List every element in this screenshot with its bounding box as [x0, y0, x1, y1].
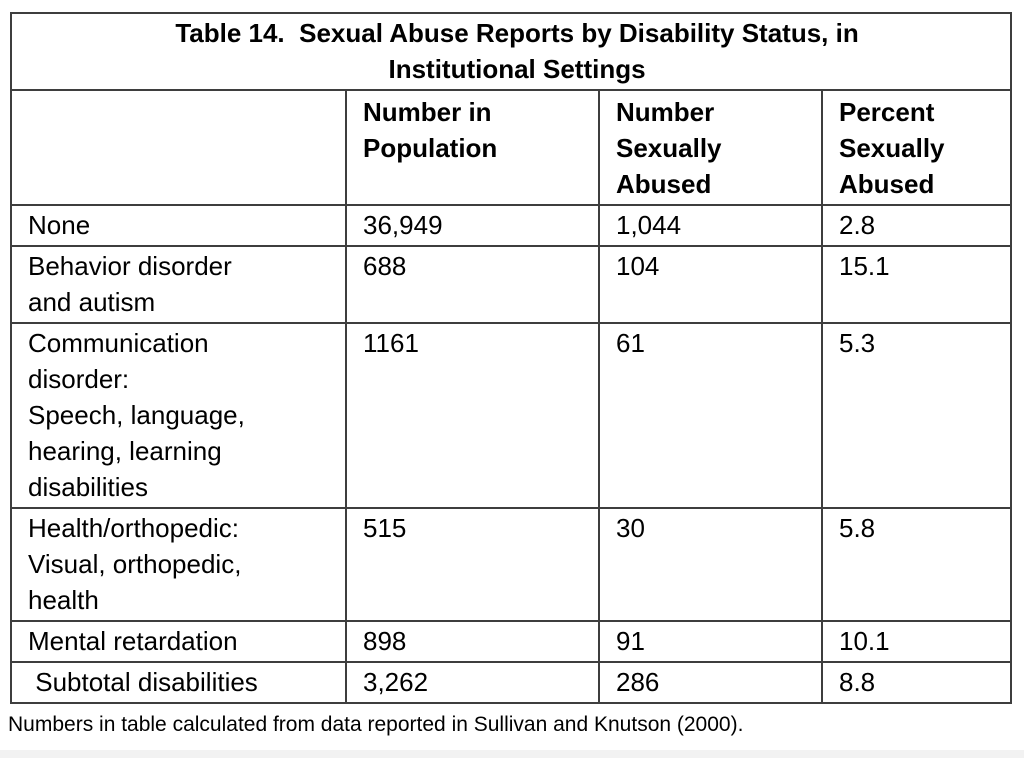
percent-value: 8.8 [820, 661, 1013, 704]
population-value: 3,262 [345, 661, 600, 704]
table-row-none: None 36,949 1,044 2.8 [10, 204, 1013, 247]
table-title: Table 14. Sexual Abuse Reports by Disabi… [9, 12, 1013, 91]
column-header-row: Number in Population Number Sexually Abu… [10, 89, 1013, 206]
table-row-behavior-disorder: Behavior disorder and autism 688 104 15.… [10, 245, 1013, 324]
disability-abuse-table: Table 14. Sexual Abuse Reports by Disabi… [9, 12, 1013, 704]
row-label: Health/orthopedic: Visual, orthopedic, h… [10, 507, 347, 622]
population-value: 515 [345, 507, 600, 622]
page-bottom-edge [0, 750, 1024, 758]
row-label: None [10, 204, 347, 247]
percent-value: 2.8 [820, 204, 1013, 247]
abused-value: 61 [598, 322, 823, 509]
table-row-health-orthopedic: Health/orthopedic: Visual, orthopedic, h… [10, 507, 1013, 622]
population-value: 1161 [345, 322, 600, 509]
percent-value: 5.3 [820, 322, 1013, 509]
table-row-mental-retardation: Mental retardation 898 91 10.1 [10, 620, 1013, 663]
column-header-percent: Percent Sexually Abused [820, 89, 1013, 206]
abused-value: 104 [598, 245, 823, 324]
row-label: Subtotal disabilities [10, 661, 347, 704]
abused-value: 30 [598, 507, 823, 622]
row-label: Mental retardation [10, 620, 347, 663]
table-row-subtotal: Subtotal disabilities 3,262 286 8.8 [10, 661, 1013, 704]
percent-value: 15.1 [820, 245, 1013, 324]
source-footnote: Numbers in table calculated from data re… [8, 713, 744, 736]
row-label: Behavior disorder and autism [10, 245, 347, 324]
title-row: Table 14. Sexual Abuse Reports by Disabi… [9, 12, 1013, 91]
population-value: 688 [345, 245, 600, 324]
column-header-blank [10, 89, 347, 206]
abused-value: 91 [598, 620, 823, 663]
percent-value: 5.8 [820, 507, 1013, 622]
population-value: 36,949 [345, 204, 600, 247]
abused-value: 286 [598, 661, 823, 704]
column-header-population: Number in Population [345, 89, 600, 206]
abused-value: 1,044 [598, 204, 823, 247]
population-value: 898 [345, 620, 600, 663]
table-row-communication-disorder: Communication disorder: Speech, language… [10, 322, 1013, 509]
row-label: Communication disorder: Speech, language… [10, 322, 347, 509]
percent-value: 10.1 [820, 620, 1013, 663]
column-header-abused: Number Sexually Abused [598, 89, 823, 206]
